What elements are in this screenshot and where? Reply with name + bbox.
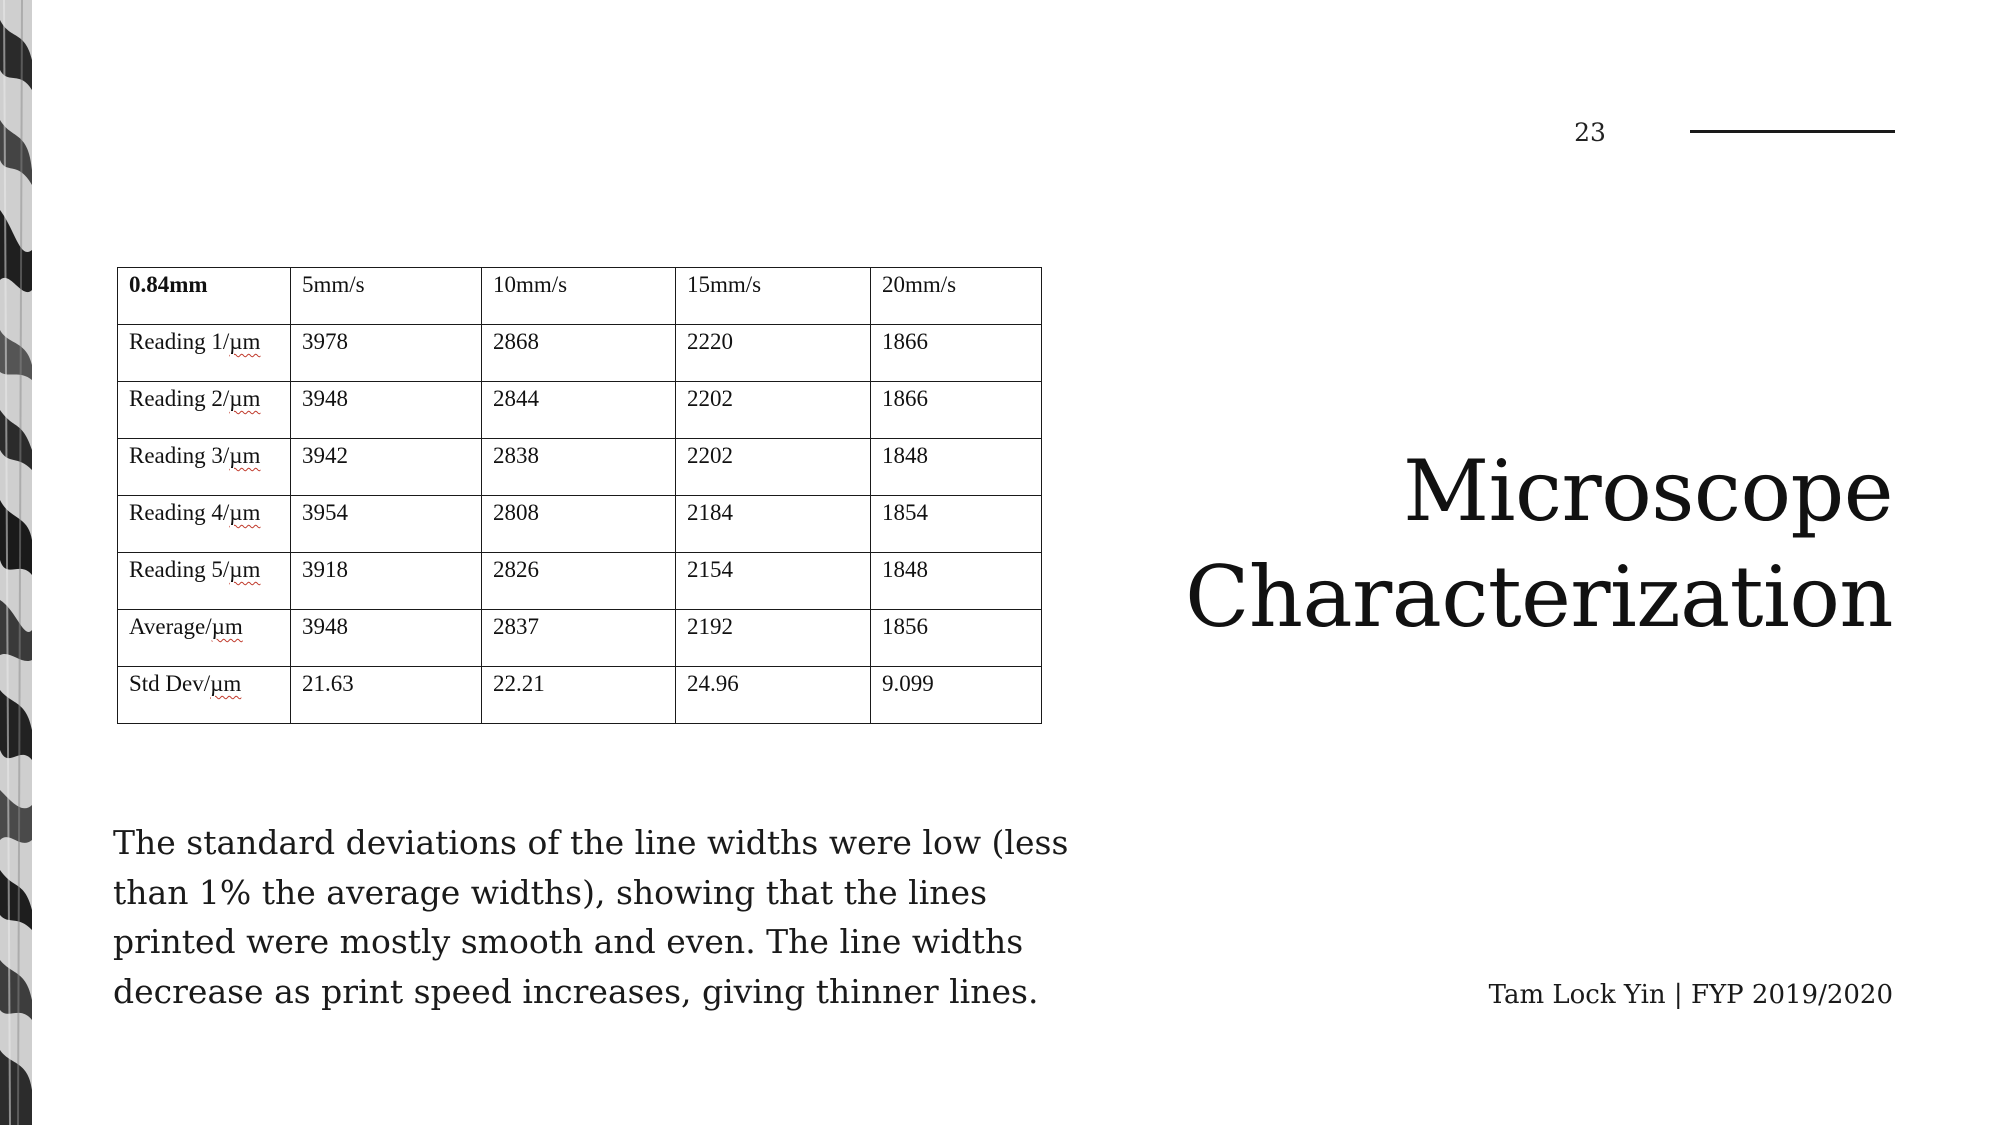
table-row: Reading 2/µm 3948 2844 2202 1866 — [117, 381, 1042, 439]
row-label-unit: µm — [229, 500, 261, 525]
table-row: Reading 5/µm 3918 2826 2154 1848 — [117, 552, 1042, 610]
table-cell: 22.21 — [481, 666, 676, 724]
table-cell: 3942 — [290, 438, 482, 496]
row-label: Reading 4/ — [129, 500, 230, 525]
table-cell: 2154 — [675, 552, 871, 610]
table-cell: 2808 — [481, 495, 676, 553]
footer-credit: Tam Lock Yin | FYP 2019/2020 — [1488, 980, 1893, 1010]
slide-title: Microscope Characterization — [993, 438, 1893, 650]
row-label-cell: Reading 3/µm — [117, 438, 291, 496]
table-row: Reading 1/µm 3978 2868 2220 1866 — [117, 324, 1042, 382]
slide-title-line: Characterization — [1185, 548, 1893, 646]
table-header-cell: 0.84mm — [117, 267, 291, 325]
line-width-table: 0.84mm 5mm/s 10mm/s 15mm/s 20mm/s Readin… — [117, 267, 1042, 724]
table-cell: 24.96 — [675, 666, 871, 724]
table-cell: 1848 — [870, 438, 1042, 496]
table-cell: 1866 — [870, 381, 1042, 439]
table-header-row: 0.84mm 5mm/s 10mm/s 15mm/s 20mm/s — [117, 267, 1042, 325]
page-number: 23 — [1574, 118, 1606, 147]
table-cell: 2838 — [481, 438, 676, 496]
row-label: Std Dev/ — [129, 671, 211, 696]
row-label-cell: Reading 1/µm — [117, 324, 291, 382]
row-label-cell: Reading 4/µm — [117, 495, 291, 553]
table-row: Average/µm 3948 2837 2192 1856 — [117, 609, 1042, 667]
body-line: The standard deviations of the line widt… — [113, 823, 1069, 862]
table-row: Reading 3/µm 3942 2838 2202 1848 — [117, 438, 1042, 496]
body-line: than 1% the average widths), showing tha… — [113, 872, 988, 912]
table-cell: 3954 — [290, 495, 482, 553]
row-label: Reading 5/ — [129, 557, 230, 582]
row-label: Reading 1/ — [129, 329, 230, 354]
table-cell: 3948 — [290, 381, 482, 439]
table-cell: 2202 — [675, 381, 871, 439]
decorative-texture-strip — [0, 0, 32, 1125]
row-label-cell: Std Dev/µm — [117, 666, 291, 724]
table-cell: 2837 — [481, 609, 676, 667]
table-cell: 3978 — [290, 324, 482, 382]
table-cell: 3948 — [290, 609, 482, 667]
table-cell: 1866 — [870, 324, 1042, 382]
header-rule — [1690, 130, 1895, 133]
body-line: decrease as print speed increases, givin… — [113, 971, 1039, 1011]
row-label: Reading 3/ — [129, 443, 230, 468]
row-label: Average/ — [129, 614, 212, 639]
row-label-cell: Reading 2/µm — [117, 381, 291, 439]
table-cell: 2826 — [481, 552, 676, 610]
table-cell: 2184 — [675, 495, 871, 553]
row-label-unit: µm — [210, 671, 242, 696]
table-cell: 1848 — [870, 552, 1042, 610]
row-label-cell: Reading 5/µm — [117, 552, 291, 610]
table-cell: 2220 — [675, 324, 871, 382]
body-line: printed were mostly smooth and even. The… — [113, 922, 1024, 961]
slide-title-line: Microscope — [1403, 442, 1893, 540]
row-label: Reading 2/ — [129, 386, 230, 411]
table-cell: 9.099 — [870, 666, 1042, 724]
row-label-unit: µm — [211, 614, 243, 639]
row-label-unit: µm — [229, 386, 261, 411]
table-cell: 3918 — [290, 552, 482, 610]
marble-texture-image — [0, 0, 32, 1125]
row-label-cell: Average/µm — [117, 609, 291, 667]
table-header-cell: 5mm/s — [290, 267, 482, 325]
table-row: Std Dev/µm 21.63 22.21 24.96 9.099 — [117, 666, 1042, 724]
row-label-unit: µm — [229, 557, 261, 582]
table-cell: 1854 — [870, 495, 1042, 553]
row-label-unit: µm — [229, 329, 261, 354]
table-cell: 2192 — [675, 609, 871, 667]
table-cell: 2844 — [481, 381, 676, 439]
table-header-cell: 15mm/s — [675, 267, 871, 325]
table-header-cell: 10mm/s — [481, 267, 676, 325]
table-cell: 2202 — [675, 438, 871, 496]
table-row: Reading 4/µm 3954 2808 2184 1854 — [117, 495, 1042, 553]
table-header-cell: 20mm/s — [870, 267, 1042, 325]
table-cell: 2868 — [481, 324, 676, 382]
row-label-unit: µm — [229, 443, 261, 468]
table-cell: 21.63 — [290, 666, 482, 724]
body-paragraph: The standard deviations of the line widt… — [113, 818, 1103, 1016]
